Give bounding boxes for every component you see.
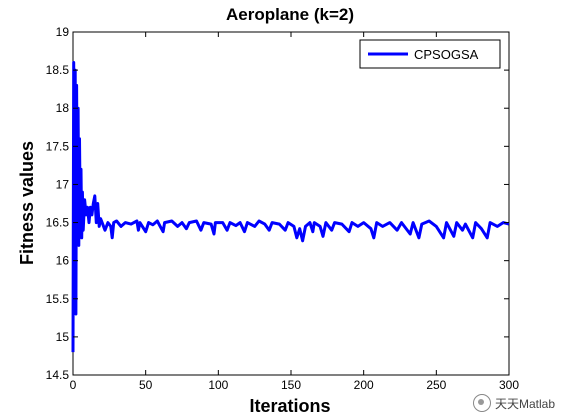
y-tick-label: 19 (56, 25, 70, 39)
x-axis-ticks: 0 50 100 150 200 250 300 (70, 32, 519, 392)
series-layer (71, 61, 510, 353)
y-tick-label: 15 (56, 330, 70, 344)
y-tick-label: 16 (56, 254, 70, 268)
watermark-text: 天天Matlab (494, 396, 555, 411)
watermark: 天天Matlab (472, 394, 555, 412)
y-axis-label: Fitness values (17, 141, 37, 265)
y-tick-label: 18.5 (46, 63, 70, 77)
y-tick-label: 18 (56, 101, 70, 115)
wechat-logo-icon (472, 394, 491, 412)
x-tick-label: 300 (499, 378, 519, 392)
x-axis-label: Iterations (249, 396, 330, 416)
x-tick-label: 250 (426, 378, 446, 392)
plot-area: 0 50 100 150 200 250 300 14.5 15 15.5 16 16.5 17 17.… (46, 25, 520, 392)
y-tick-label: 17 (56, 177, 70, 191)
x-tick-label: 200 (354, 378, 374, 392)
legend: CPSOGSA (359, 39, 501, 69)
y-tick-label: 15.5 (46, 292, 70, 306)
x-tick-label: 100 (208, 378, 228, 392)
x-tick-label: 0 (70, 378, 77, 392)
x-tick-label: 50 (139, 378, 153, 392)
x-tick-label: 150 (281, 378, 301, 392)
y-tick-label: 14.5 (46, 368, 70, 382)
y-axis-ticks: 14.5 15 15.5 16 16.5 17 17.5 18 18.5 19 (46, 25, 509, 382)
plot-frame (72, 31, 510, 376)
y-tick-label: 17.5 (46, 139, 70, 153)
y-tick-label: 16.5 (46, 216, 70, 230)
series-line-cpsogsa (71, 61, 510, 353)
chart-title: Aeroplane (k=2) (226, 5, 354, 24)
legend-label-cpsogsa: CPSOGSA (414, 47, 479, 62)
